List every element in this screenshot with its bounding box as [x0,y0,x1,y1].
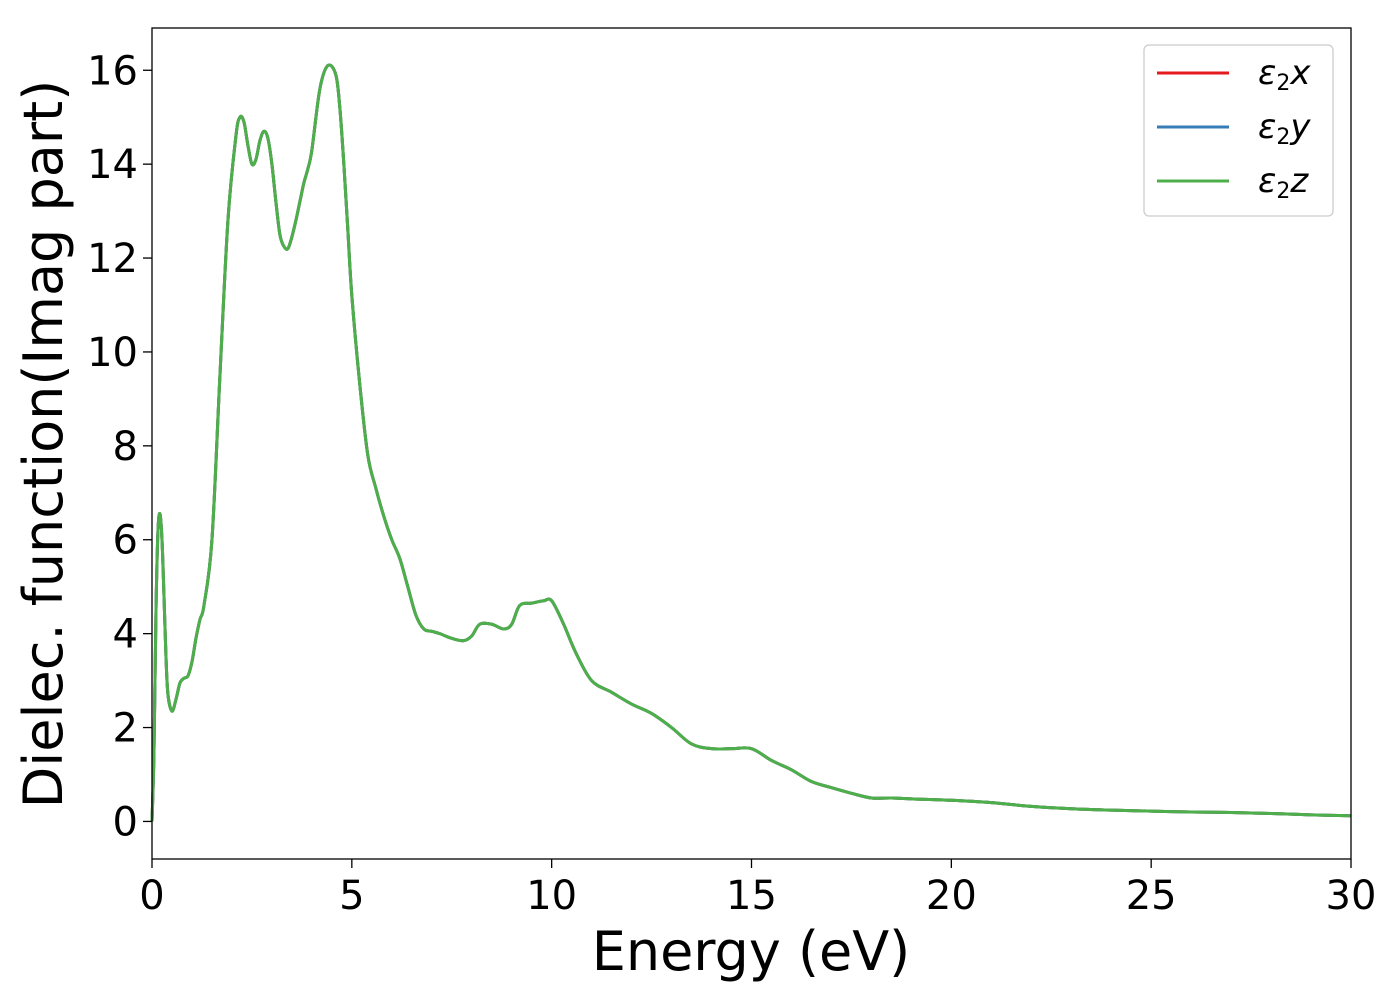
legend-label-z: ε2z [1258,161,1309,204]
legend-label-y: ε2y [1258,107,1311,150]
series-lines [150,63,1352,822]
x-axis-ticks: 0 5 10 15 20 25 30 [139,859,1376,919]
x-tick-label: 10 [526,873,577,919]
x-tick-label: 20 [926,873,977,919]
y-axis-ticks: 0 2 4 6 8 10 12 14 16 [87,48,152,845]
series-line-z [150,63,1352,822]
y-tick-label: 14 [87,142,138,188]
x-tick-label: 30 [1326,873,1377,919]
x-tick-label: 15 [726,873,777,919]
y-axis-title: Dielec. function(Imag part) [12,80,75,809]
x-tick-label: 5 [339,873,364,919]
y-tick-label: 16 [87,48,138,94]
x-tick-label: 0 [139,873,164,919]
legend: ε2x ε2y ε2z [1143,44,1334,217]
legend-box [1143,44,1334,217]
y-tick-label: 10 [87,330,138,376]
x-tick-label: 25 [1126,873,1177,919]
x-axis-title: Energy (eV) [592,920,911,983]
y-tick-label: 0 [113,799,138,845]
legend-label-x: ε2x [1258,53,1311,96]
y-tick-label: 4 [113,612,138,658]
y-tick-label: 6 [113,518,138,564]
y-tick-label: 12 [87,236,138,282]
y-tick-label: 8 [113,424,138,470]
y-tick-label: 2 [113,706,138,752]
